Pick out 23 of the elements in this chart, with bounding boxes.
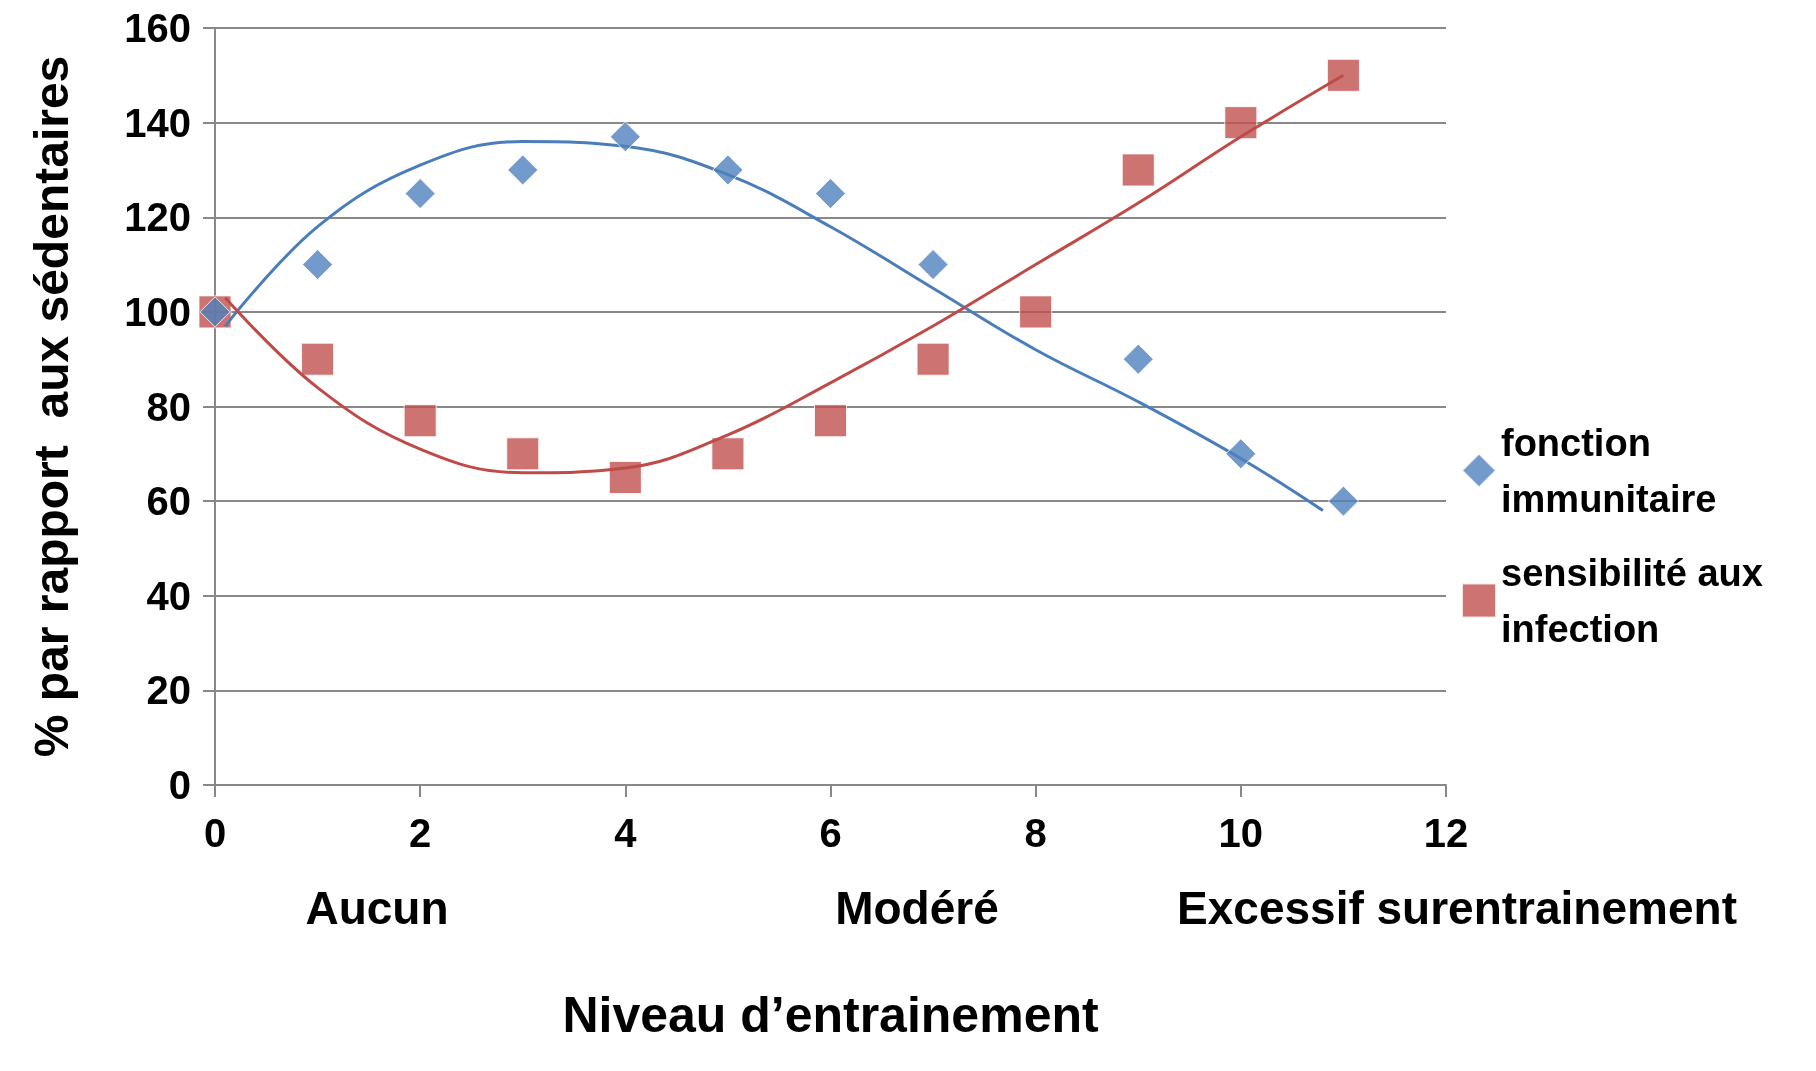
y-tick-label: 100 [124, 289, 191, 334]
x-tick-label: 6 [819, 811, 842, 855]
text: Aucun [305, 882, 449, 934]
y-tick-label: 160 [124, 6, 191, 50]
y-tick-label: 20 [146, 668, 191, 713]
x-tick-label: 10 [1218, 811, 1264, 855]
y-tick-label: 140 [124, 100, 191, 145]
y-axis-title: % par rapport aux sédentaires [24, 55, 78, 758]
y-tick-label: 80 [146, 384, 191, 429]
x-axis-title: Niveau d’entrainement [562, 987, 1099, 1043]
x-tick-label: 0 [203, 811, 227, 855]
text: Modéré [835, 882, 999, 934]
x-tick-label: 8 [1024, 811, 1047, 855]
text: Excessif surentrainement [1177, 882, 1737, 934]
y-tick-label: 120 [124, 195, 191, 240]
legend-label: sensibilité aux infection [1501, 551, 1774, 650]
x-tick-label: 4 [614, 811, 638, 855]
x-tick-label: 12 [1423, 811, 1469, 855]
y-tick-label: 40 [146, 573, 191, 618]
y-tick-label: 60 [146, 479, 191, 524]
y-tick-label: 0 [168, 763, 191, 807]
x-tick-label: 2 [409, 811, 432, 855]
legend-label: fonction immunitaire [1501, 421, 1717, 520]
